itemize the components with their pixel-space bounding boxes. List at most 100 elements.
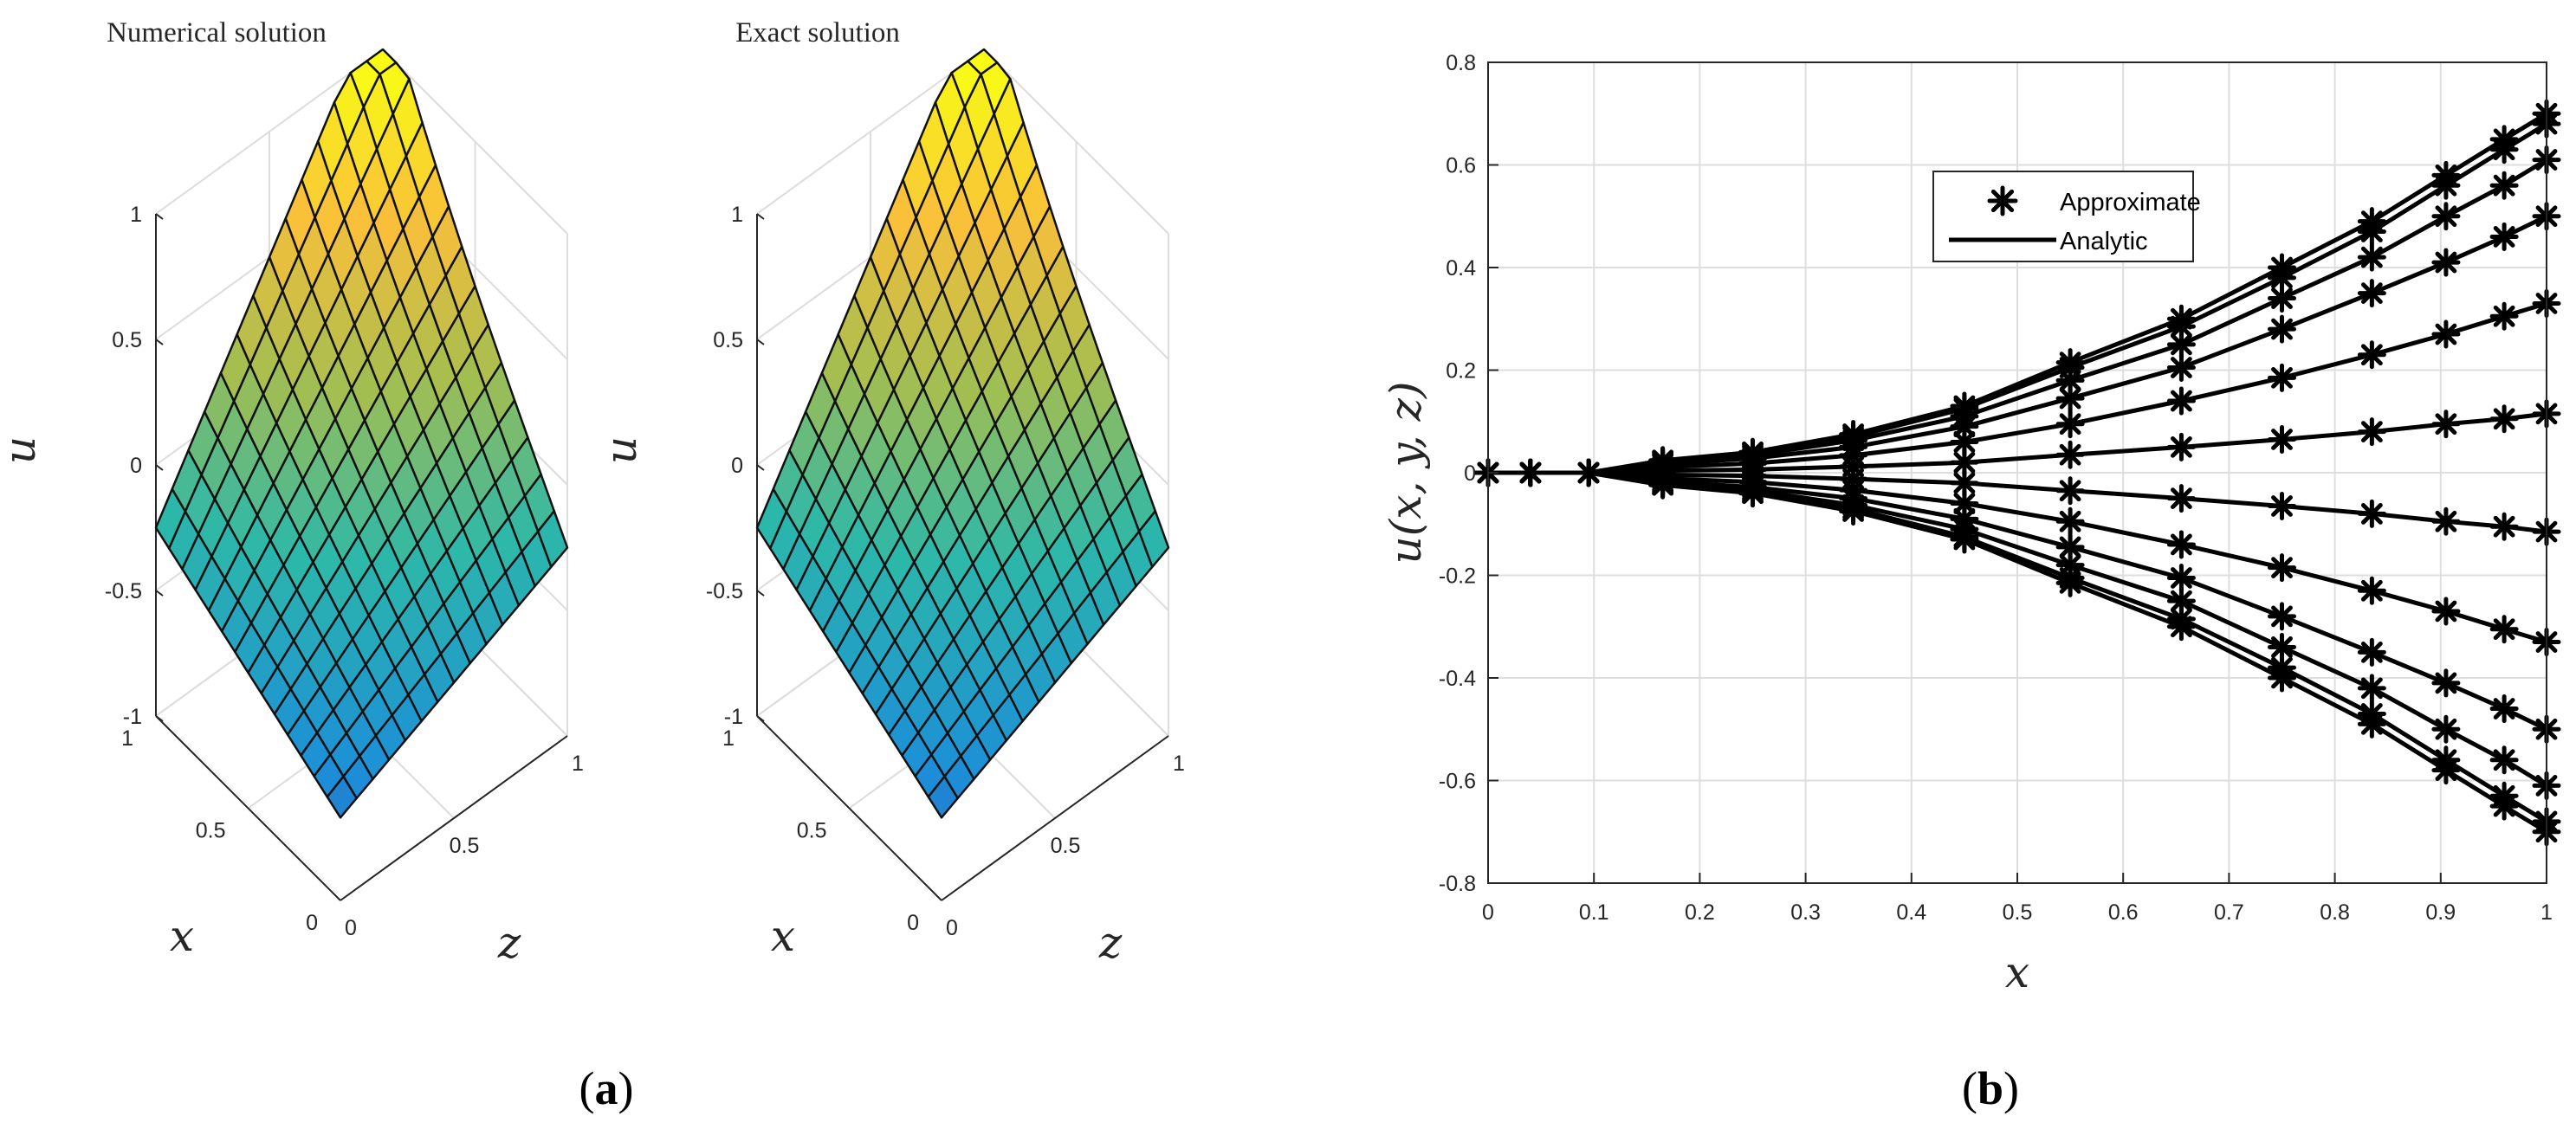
- approximate-point: [2166, 612, 2196, 642]
- approximate-point: [2357, 217, 2386, 247]
- series-12: [1473, 458, 2561, 847]
- x-tick-label: 0: [1482, 900, 1494, 925]
- surface-zlabel: u: [596, 436, 646, 464]
- approximate-point: [1950, 468, 1979, 498]
- approximate-point: [1648, 470, 1678, 500]
- x-tick-label: 0.1: [1579, 900, 1609, 925]
- z-axis-tick-label: 0: [946, 916, 958, 940]
- approximate-point: [2055, 384, 2085, 413]
- approximate-point: [2166, 386, 2196, 416]
- x-axis-label: x: [2005, 947, 2029, 997]
- approximate-point: [1839, 496, 1868, 526]
- y-tick-label: -0.6: [1439, 770, 1476, 794]
- surface-tick-labels: 10.50-0.5-110.50 00.51: [105, 203, 584, 940]
- approximate-point: [2489, 222, 2519, 251]
- y-tick-label: 0.6: [1446, 154, 1476, 178]
- approximate-point: [2166, 530, 2196, 559]
- surface-tick-labels: 10.50-0.5-110.50 00.51: [706, 203, 1185, 940]
- approximate-point: [2357, 637, 2386, 667]
- x-tick-label: 0.4: [1896, 900, 1926, 925]
- surface-zlabel: u: [0, 436, 45, 464]
- z-axis-tick-label: 0.5: [1051, 834, 1081, 858]
- legend: Approximate Analytic: [1932, 171, 2201, 262]
- approximate-point: [2431, 202, 2461, 231]
- z-tick-label: 1: [130, 203, 142, 227]
- x-tick-label: 1: [722, 726, 735, 751]
- z-tick-label: -0.5: [105, 579, 142, 603]
- approximate-point: [2268, 492, 2296, 521]
- surface-title: Exact solution: [735, 17, 900, 48]
- approximate-point: [2357, 709, 2386, 739]
- surface-cell: [927, 775, 959, 819]
- x-tick-label: 0.2: [1685, 900, 1715, 925]
- z-axis-tick-label: 0: [345, 916, 357, 940]
- y-tick-label: 0.4: [1446, 256, 1476, 281]
- approximate-point: [2055, 365, 2085, 395]
- approximate-point: [2431, 506, 2461, 536]
- surface-mesh: [755, 48, 1170, 819]
- approximate-point: [2166, 484, 2196, 513]
- approximate-point: [2055, 568, 2085, 597]
- approximate-point: [2489, 171, 2519, 200]
- x-tick-label: 1: [2540, 900, 2553, 925]
- surface-mesh: [154, 48, 569, 819]
- x-tick-label: 0.6: [2108, 900, 2139, 925]
- surface-ylabel: z: [1098, 918, 1123, 968]
- approximate-point: [2431, 171, 2461, 200]
- approximate-point: [2055, 410, 2085, 439]
- y-tick-label: 0.2: [1446, 359, 1476, 384]
- approximate-point: [2489, 301, 2519, 331]
- caption-b: (b): [1962, 1062, 2019, 1114]
- y-tick-label: -0.2: [1439, 565, 1476, 589]
- approximate-point: [2166, 432, 2196, 461]
- approximate-point: [2489, 694, 2519, 724]
- approximate-point: [2268, 553, 2296, 583]
- approximate-point: [2431, 756, 2461, 785]
- chart-tick-labels: 0 0.1 0.2 0.3 0.4 0.5 0.6 0.7 0.8 0.9 1 -0.8 -0.6 -0.…: [1439, 51, 2553, 925]
- approximate-point: [2357, 417, 2386, 447]
- legend-marker-approximate: [1987, 185, 2018, 216]
- approximate-point: [2166, 330, 2196, 359]
- x-tick-label: 0: [907, 911, 919, 935]
- x-tick-label: 0.8: [2320, 900, 2350, 925]
- legend-entry-analytic: Analytic: [2060, 228, 2148, 255]
- approximate-point: [2489, 615, 2519, 644]
- y-tick-label: -0.8: [1439, 872, 1476, 896]
- x-tick-label: 0.5: [797, 819, 827, 843]
- z-tick-label: 0: [731, 454, 743, 478]
- x-tick-label: 0.5: [196, 819, 226, 843]
- approximate-point: [2489, 135, 2519, 165]
- approximate-point: [2431, 248, 2461, 277]
- y-axis-label: u(x, y, z): [1381, 382, 1431, 565]
- x-tick-label: 0: [306, 911, 318, 935]
- surface-xlabel: x: [170, 911, 194, 961]
- approximate-point: [1950, 525, 1979, 554]
- approximate-point: [1738, 479, 1767, 508]
- y-tick-label: -0.4: [1439, 667, 1476, 691]
- y-tick-label: 0.8: [1446, 51, 1476, 75]
- approximate-point: [1950, 412, 1979, 442]
- approximate-point: [2268, 363, 2296, 392]
- approximate-point: [2357, 499, 2386, 528]
- approximate-point: [2489, 512, 2519, 541]
- z-tick-label: -0.5: [706, 579, 743, 603]
- approximate-point: [2055, 506, 2085, 536]
- approximate-point: [2268, 314, 2296, 344]
- z-tick-label: 0.5: [713, 328, 743, 352]
- approximate-point: [1516, 458, 1545, 487]
- panel-b: 0 0.1 0.2 0.3 0.4 0.5 0.6 0.7 0.8 0.9 1 -0.8 -0.6 -0.…: [1381, 51, 2561, 1114]
- x-tick-label: 1: [121, 726, 133, 751]
- z-tick-label: 1: [731, 203, 743, 227]
- approximate-point: [2431, 319, 2461, 349]
- legend-entry-approximate: Approximate: [2060, 189, 2201, 216]
- approximate-point: [2357, 279, 2386, 308]
- z-axis-tick-label: 1: [572, 752, 584, 776]
- approximate-point: [2268, 602, 2296, 631]
- approximate-point: [2431, 597, 2461, 626]
- approximate-point: [2166, 563, 2196, 592]
- x-tick-label: 0.5: [2003, 900, 2033, 925]
